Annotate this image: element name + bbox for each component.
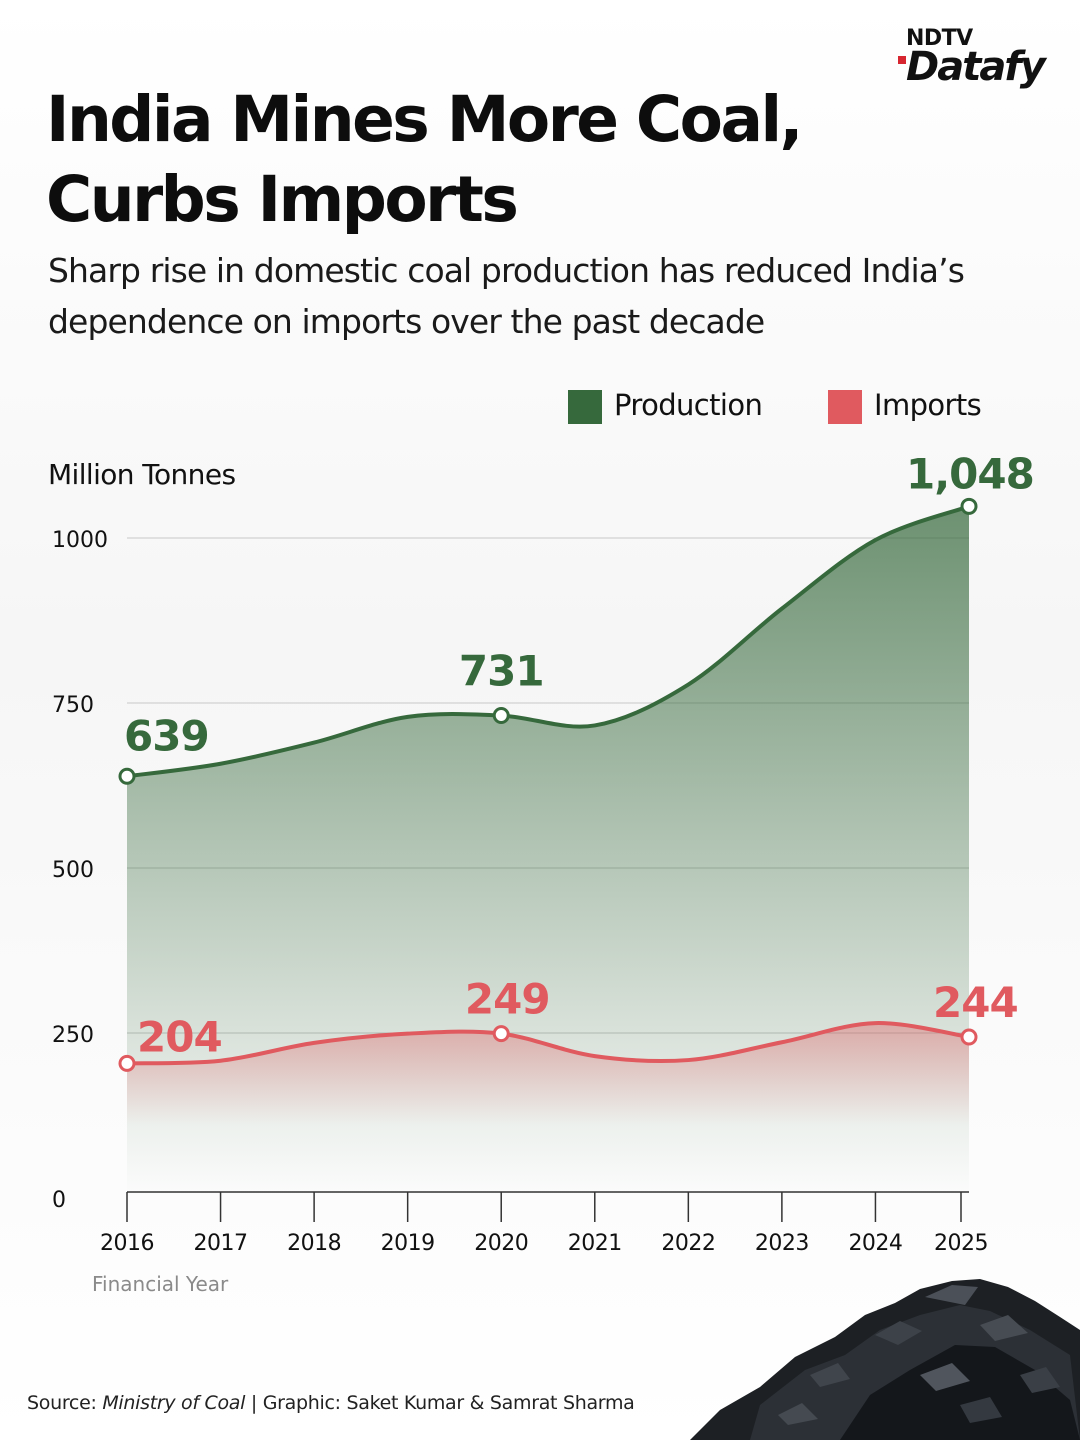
y-tick-label-1000: 1000 <box>52 528 108 553</box>
production-line <box>126 504 970 779</box>
graphic-credit: | Graphic: Saket Kumar & Samrat Sharma <box>250 1392 635 1414</box>
x-tick-label-2025: 2025 <box>934 1231 988 1256</box>
production-point-2016 <box>118 767 136 785</box>
source-credit: Source: Ministry of Coal | Graphic: Sake… <box>27 1392 635 1414</box>
source-prefix: Source: <box>27 1392 97 1414</box>
y-tick-label-750: 750 <box>52 693 94 718</box>
brand-top-text: NDTV <box>906 26 973 51</box>
y-tick-label-500: 500 <box>52 858 94 883</box>
x-tick-label-2023: 2023 <box>755 1231 809 1256</box>
production-point-2025 <box>960 497 978 515</box>
brand-main-text: Datafy <box>906 44 1046 90</box>
x-tick-label-2017: 2017 <box>194 1231 248 1256</box>
x-tick-label-2016: 2016 <box>100 1231 154 1256</box>
imports-point-2020 <box>492 1025 510 1043</box>
imports-line <box>126 1021 970 1066</box>
legend-label-imports: Imports <box>874 388 982 422</box>
imports-point-2016 <box>118 1054 136 1072</box>
y-tick-label-0: 0 <box>52 1188 66 1213</box>
imports-point-2025 <box>960 1028 978 1046</box>
production-data-label-2020: 731 <box>459 647 544 696</box>
imports-data-label-2020: 249 <box>465 975 550 1024</box>
ndtv-datafy-logo: NDTV Datafy <box>898 26 1058 96</box>
x-tick-label-2019: 2019 <box>381 1231 435 1256</box>
legend-swatch-production <box>568 390 602 424</box>
production-area <box>127 506 969 1198</box>
y-tick-label-250: 250 <box>52 1023 94 1048</box>
x-tick-label-2024: 2024 <box>848 1231 902 1256</box>
coal-pile-image <box>690 1279 1080 1440</box>
imports-data-label-2025: 244 <box>933 978 1018 1027</box>
x-tick-label-2021: 2021 <box>568 1231 622 1256</box>
x-tick-label-2020: 2020 <box>474 1231 528 1256</box>
legend-swatch-imports <box>828 390 862 424</box>
imports-data-label-2016: 204 <box>137 1012 222 1061</box>
page-subtitle: Sharp rise in domestic coal production h… <box>48 251 965 341</box>
brand-red-dot-icon <box>898 56 906 64</box>
legend-label-production: Production <box>614 388 763 422</box>
production-data-label-2025: 1,048 <box>906 449 1034 498</box>
production-data-label-2016: 639 <box>124 711 209 760</box>
production-point-2020 <box>492 707 510 725</box>
x-tick-label-2018: 2018 <box>287 1231 341 1256</box>
y-axis-unit-label: Million Tonnes <box>48 458 236 491</box>
page-title: India Mines More Coal, Curbs Imports <box>46 83 804 236</box>
x-tick-label-2022: 2022 <box>661 1231 715 1256</box>
x-axis-title: Financial Year <box>92 1272 229 1296</box>
source-name: Ministry of Coal <box>102 1392 246 1414</box>
